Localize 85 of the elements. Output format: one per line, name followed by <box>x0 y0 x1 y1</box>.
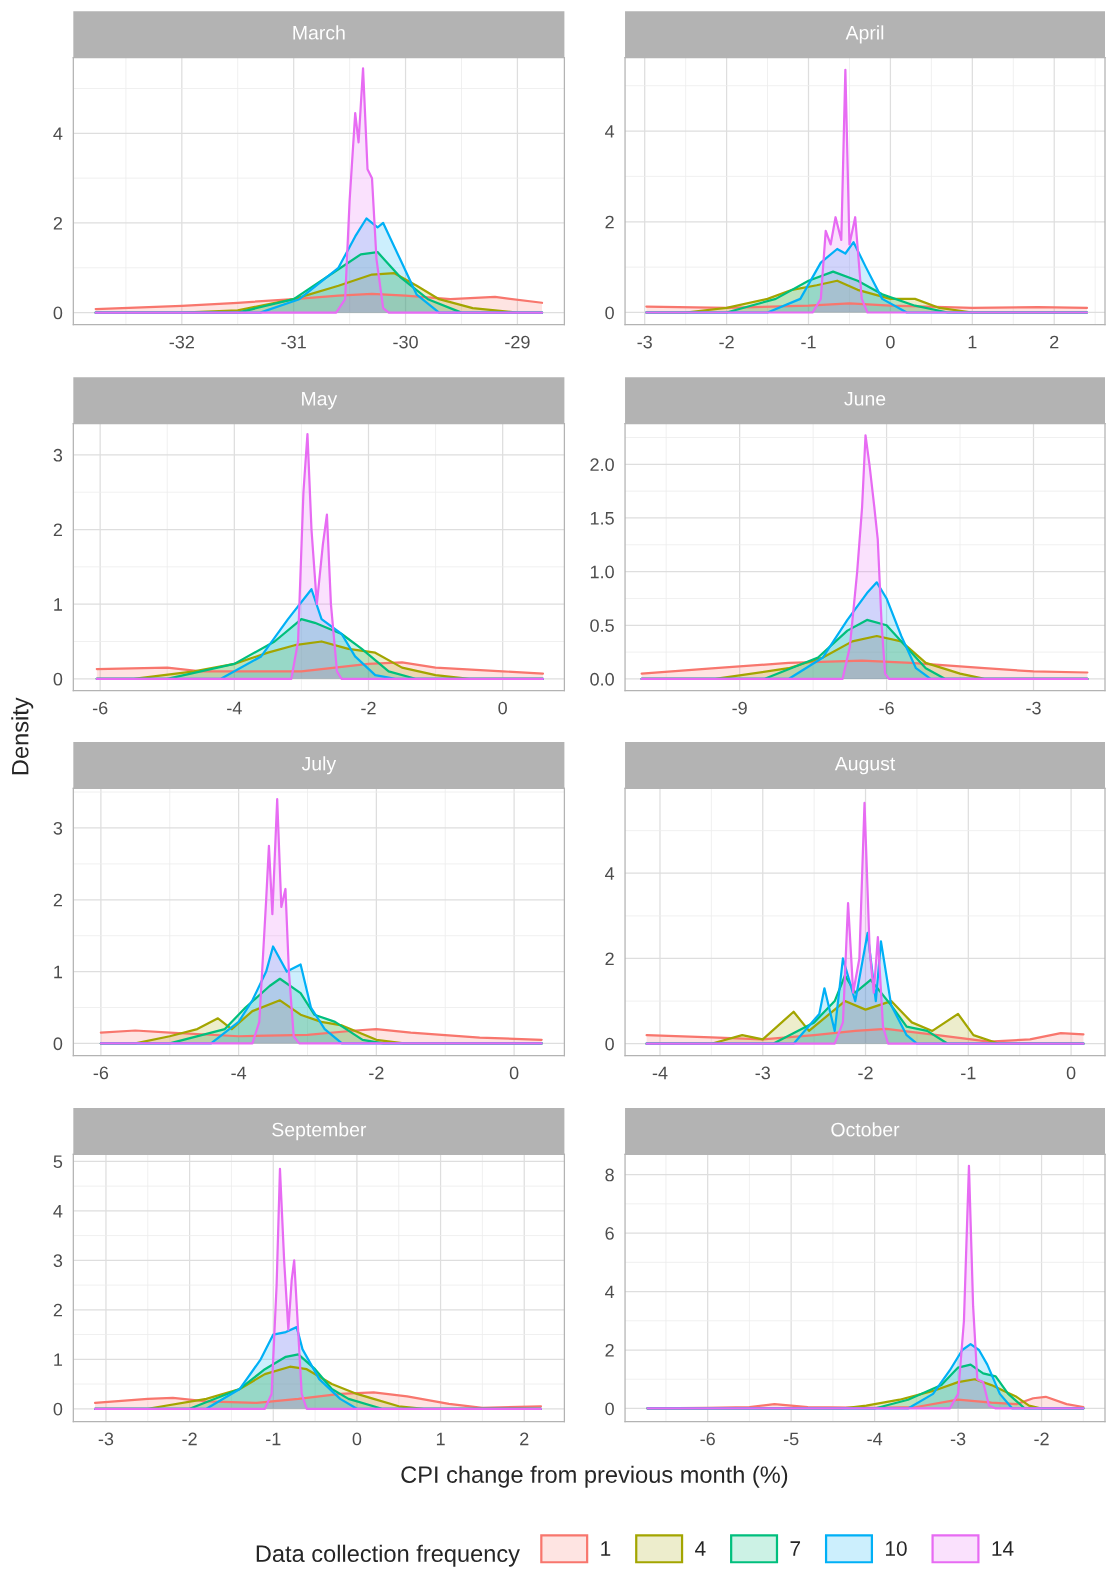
y-tick-label: 5 <box>53 1155 63 1169</box>
x-tick-label: -2 <box>858 1066 873 1080</box>
x-tick-label: -2 <box>361 701 376 715</box>
x-tick-label: -3 <box>637 335 652 349</box>
y-tick-label: 3 <box>53 1254 63 1268</box>
y-tick-label: 1 <box>54 965 63 979</box>
x-tick-label: 0 <box>498 701 507 715</box>
x-tick-label: -6 <box>879 701 894 715</box>
chart-title: March <box>293 25 345 40</box>
y-tick-label: 2 <box>605 215 614 229</box>
chart-title: July <box>301 756 337 775</box>
x-tick-label: -2 <box>182 1432 197 1446</box>
x-tick-label: -4 <box>231 1066 247 1080</box>
y-tick-label: 0 <box>53 306 63 320</box>
chart-title: April <box>845 25 884 44</box>
x-tick-label: -1 <box>266 1432 281 1446</box>
y-tick-label: 4 <box>605 867 615 880</box>
x-tick-label: -3 <box>1026 701 1041 715</box>
x-tick-label: -4 <box>227 701 242 715</box>
y-tick-label: 0.0 <box>590 672 614 686</box>
x-tick-label: -2 <box>719 335 734 349</box>
legend-label: 4 <box>695 1541 706 1556</box>
y-tick-label: 8 <box>605 1168 614 1182</box>
legend-label: 10 <box>886 1541 907 1556</box>
y-tick-label: 0 <box>605 1037 614 1051</box>
y-tick-label: 1.5 <box>590 512 614 525</box>
y-tick-label: 4 <box>53 1204 63 1218</box>
x-tick-label: -2 <box>369 1066 384 1080</box>
y-tick-label: 3 <box>53 821 63 835</box>
legend-label: 14 <box>992 1541 1014 1556</box>
chart-title: September <box>272 1122 367 1141</box>
x-tick-label: -6 <box>92 701 108 715</box>
x-tick-label: -6 <box>700 1432 715 1446</box>
y-tick-label: 1 <box>54 1353 63 1366</box>
y-axis-title: Density <box>11 697 34 775</box>
x-tick-label: -4 <box>652 1066 668 1080</box>
chart-title: August <box>834 756 896 775</box>
y-tick-label: 1.0 <box>590 565 614 579</box>
x-tick-label: -3 <box>755 1066 770 1080</box>
y-tick-label: 2 <box>53 1303 62 1317</box>
x-tick-label: 1 <box>436 1432 445 1446</box>
x-tick-label: 2 <box>520 1432 529 1446</box>
y-tick-label: 0 <box>53 1037 63 1051</box>
y-tick-label: 2 <box>53 216 62 230</box>
x-tick-label: -29 <box>505 335 530 349</box>
x-tick-label: 0 <box>886 335 895 349</box>
chart-title: October <box>831 1122 900 1137</box>
y-tick-label: 2 <box>605 952 614 966</box>
y-tick-label: 4 <box>605 1285 615 1299</box>
y-tick-label: 6 <box>605 1227 614 1240</box>
x-tick-label: -2 <box>1034 1432 1049 1446</box>
x-tick-label: -31 <box>281 335 306 349</box>
y-tick-label: 4 <box>53 127 63 140</box>
x-tick-label: -30 <box>393 335 418 349</box>
y-tick-label: 2 <box>53 523 62 537</box>
y-tick-label: 2 <box>605 1343 614 1357</box>
x-tick-label: 2 <box>1050 335 1059 349</box>
x-tick-label: -3 <box>950 1432 966 1446</box>
y-tick-label: 0.5 <box>590 619 614 632</box>
x-tick-label: -3 <box>98 1432 114 1446</box>
x-tick-label: -1 <box>961 1066 976 1080</box>
y-tick-label: 0 <box>53 672 63 686</box>
y-tick-label: 0 <box>605 1402 614 1416</box>
x-tick-label: -9 <box>732 701 747 715</box>
y-tick-label: 2.0 <box>590 458 614 472</box>
x-tick-label: 0 <box>509 1066 519 1080</box>
y-tick-label: 2 <box>53 893 62 907</box>
legend-label: 7 <box>790 1541 801 1556</box>
y-tick-label: 3 <box>53 448 63 462</box>
chart-title: June <box>844 392 886 406</box>
x-tick-label: -1 <box>801 335 816 349</box>
x-tick-label: -6 <box>93 1066 109 1080</box>
y-tick-label: 4 <box>605 125 615 138</box>
x-tick-label: -4 <box>867 1432 883 1446</box>
y-tick-label: 0 <box>53 1402 63 1416</box>
x-tick-label: 0 <box>352 1432 362 1446</box>
x-tick-label: -5 <box>783 1432 799 1446</box>
legend-title: Data collection frequency <box>256 1544 520 1567</box>
chart-title: May <box>302 392 338 410</box>
x-tick-label: 1 <box>968 335 977 349</box>
x-tick-label: 0 <box>1066 1066 1076 1080</box>
x-axis-title: CPI change from previous month (%) <box>401 1465 788 1488</box>
y-tick-label: 0 <box>605 306 614 320</box>
x-tick-label: -32 <box>169 335 194 349</box>
y-tick-label: 1 <box>54 598 63 611</box>
